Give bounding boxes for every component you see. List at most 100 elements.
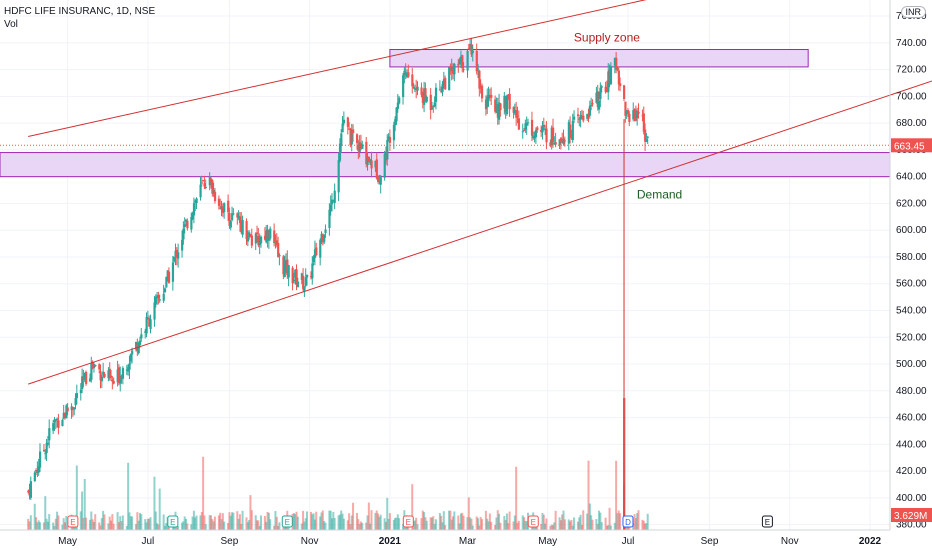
volume-bar [554,510,557,530]
candle-body [328,209,331,228]
volume-bar [369,523,372,530]
volume-bar [302,510,305,530]
candle-body [125,369,129,371]
candle-body [36,470,39,473]
candle-body [223,203,226,212]
trendlines[interactable] [28,0,932,530]
volume-bar [33,503,36,530]
volume-bar [471,525,474,530]
demand-zone[interactable] [0,152,891,178]
volume-bar [591,519,594,530]
candle-body [294,269,297,278]
candle-body [379,176,382,185]
candle-body [254,233,257,244]
volume-bar [154,511,157,530]
volume-bar [442,511,445,530]
volume-bar [110,520,113,530]
volume-bar [636,513,639,530]
candle-body [100,376,104,382]
volume-bar [377,513,380,530]
volume-bar [370,510,373,530]
volume-bar [231,512,234,530]
volume-bar [29,515,32,530]
annotations: Supply zone Demand [574,31,682,202]
volume-bar [236,511,239,530]
candle-body [291,267,294,284]
candle-body [523,130,526,132]
volume-bar [88,519,91,530]
time-axis[interactable]: May Jul Sep Nov 2021 Mar May Jul Sep Nov 2022 [0,529,890,547]
candle-body [608,69,611,84]
volume-bar [607,525,610,530]
volume-bar [28,521,31,530]
volume-bar [478,525,481,530]
candle-body [458,60,461,65]
event-marker-label: D [625,518,631,527]
volume-bar [540,524,543,530]
candle-body [377,176,380,182]
candle-body [542,124,545,128]
candle-body [394,119,397,126]
volume-bar [145,522,148,530]
time-tick-label: May [538,536,557,547]
candle-body [228,213,231,226]
candle-body [576,114,580,117]
candle-body [174,250,177,257]
volume-bar [46,521,49,530]
candle-body [441,83,444,92]
volume-bar [148,518,151,530]
volume-bar [523,517,526,530]
volume-bar [83,478,86,530]
candle-body [46,442,50,445]
currency-badge[interactable]: INR [900,6,926,18]
candle-body [306,274,309,278]
candle-body [625,112,628,114]
volume-bar [266,511,269,530]
volume-bar [453,511,456,530]
candle-body [479,87,482,89]
candle-body [433,102,436,107]
volume-bar [542,514,545,530]
volume-bar [249,495,252,530]
volume-bar [140,514,143,530]
price-axis[interactable]: 380.00 400.00 420.00 440.00 460.00 480.00 500.… [0,0,932,531]
candle-body [338,143,342,161]
volume-bar [457,515,460,530]
candle-body [265,230,268,243]
volume-bar [440,515,443,530]
volume-bar [138,512,141,530]
volume-bar [158,488,161,530]
candle-body [90,363,93,380]
supply-zone[interactable] [389,49,809,68]
candle-body [588,105,592,116]
candle-body [440,91,443,93]
volume-bar [466,517,469,530]
candle-body [267,238,271,241]
candle-body [73,407,76,410]
volume-bar [238,514,241,530]
volume-bar [433,523,436,530]
candle-body [459,56,463,61]
demand-zone-rect [0,152,891,178]
volume-bar [434,519,437,530]
volume-bar [274,511,277,530]
volume-bar [245,517,248,530]
volume-bar [36,522,39,530]
candle-body [599,87,602,100]
volume-bar [131,516,134,530]
candle-body [266,229,269,239]
candle-body [573,116,576,120]
candle-body [637,111,640,114]
candle-body [444,77,447,90]
volume-bar [477,518,480,530]
volume-bar [570,519,573,530]
candle-body [138,340,142,345]
volume-bar [609,525,612,530]
candle-body [186,220,189,229]
supply-zone-rect [389,49,809,68]
candle-body [530,119,534,136]
candle-body [167,271,171,283]
candle-body [221,207,225,214]
